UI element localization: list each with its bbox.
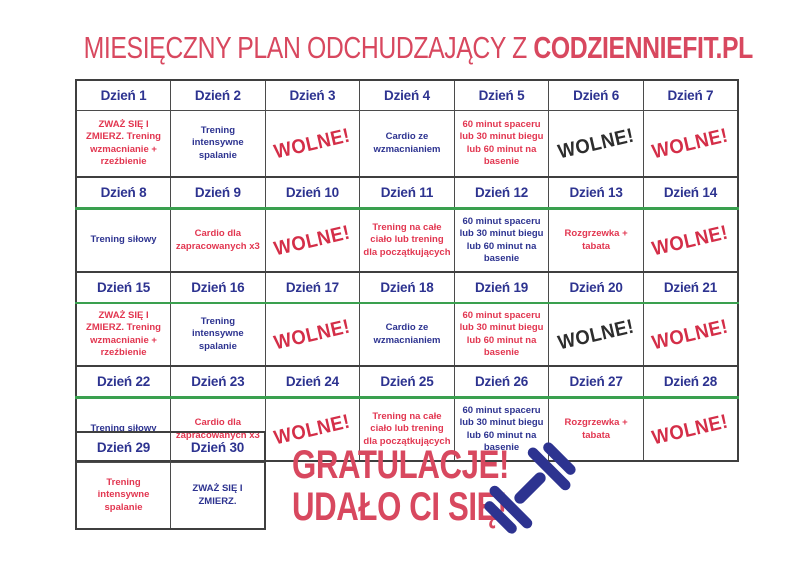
day-header: Dzień 19 — [453, 271, 550, 304]
day-activity: WOLNE! — [642, 110, 739, 178]
day-header: Dzień 20 — [548, 271, 644, 304]
congrats-line2: UDAŁO CI SIĘ! — [292, 485, 508, 530]
day-activity: 60 minut spaceru lub 30 minut biegu lub … — [453, 302, 550, 367]
day-activity: Rozgrzewka + tabata — [548, 397, 644, 462]
day-header: Dzień 17 — [264, 271, 361, 304]
week5-header-row: Dzień 29 Dzień 30 — [75, 431, 266, 463]
day-header: Dzień 24 — [264, 365, 361, 399]
plan-table: Dzień 1 Dzień 2 Dzień 3 Dzień 4 Dzień 5 … — [75, 79, 739, 462]
wolne-stamp: WOLNE! — [650, 315, 731, 354]
day-header: Dzień 6 — [548, 79, 644, 111]
wolne-stamp: WOLNE! — [272, 124, 353, 163]
week4-activity-row: Trening siłowy Cardio dla zapracowanych … — [75, 397, 739, 462]
week1-header-row: Dzień 1 Dzień 2 Dzień 3 Dzień 4 Dzień 5 … — [75, 79, 739, 111]
wolne-stamp: WOLNE! — [650, 410, 731, 449]
wolne-stamp: WOLNE! — [555, 124, 637, 163]
week4-header-row: Dzień 22 Dzień 23 Dzień 24 Dzień 25 Dzie… — [75, 365, 739, 399]
day-activity: WOLNE! — [642, 397, 739, 462]
day-activity: ZWAŻ SIĘ I ZMIERZ. Trening wzmacnianie +… — [75, 110, 172, 178]
day-header: Dzień 14 — [642, 176, 739, 210]
day-activity: Cardio ze wzmacnianiem — [359, 302, 455, 367]
day-header: Dzień 2 — [170, 79, 266, 111]
day-activity: WOLNE! — [548, 302, 644, 367]
day-header: Dzień 29 — [75, 431, 171, 463]
day-activity: Trening siłowy — [75, 208, 172, 273]
wolne-stamp: WOLNE! — [555, 315, 637, 354]
day-activity: ZWAŻ SIĘ I ZMIERZ. — [170, 462, 266, 530]
day-header: Dzień 22 — [75, 365, 172, 399]
day-header: Dzień 8 — [75, 176, 172, 210]
page-title-brand: CODZIENNIEFIT.PL — [533, 30, 753, 65]
day-header: Dzień 12 — [453, 176, 550, 210]
congrats-line1: GRATULACJE! — [292, 443, 509, 487]
day-activity: Trening intensywne spalanie — [170, 302, 266, 367]
day-activity: Rozgrzewka + tabata — [548, 208, 644, 273]
day-activity: Trening intensywne spalanie — [170, 110, 266, 178]
day-header: Dzień 18 — [359, 271, 455, 304]
day-activity: WOLNE! — [642, 208, 739, 273]
wolne-stamp: WOLNE! — [650, 124, 731, 163]
day-header: Dzień 28 — [642, 365, 739, 399]
day-activity: Cardio dla zapracowanych x3 — [170, 208, 266, 273]
day-header: Dzień 11 — [359, 176, 455, 210]
week3-header-row: Dzień 15 Dzień 16 Dzień 17 Dzień 18 Dzie… — [75, 271, 739, 304]
page-title-regular: MIESIĘCZNY PLAN ODCHUDZAJĄCY Z — [83, 30, 534, 65]
week2-header-row: Dzień 8 Dzień 9 Dzień 10 Dzień 11 Dzień … — [75, 176, 739, 210]
day-header: Dzień 26 — [453, 365, 550, 399]
day-activity: WOLNE! — [264, 302, 361, 367]
day-header: Dzień 9 — [170, 176, 266, 210]
day-activity: Trening na całe ciało lub trening dla po… — [359, 208, 455, 273]
wolne-stamp: WOLNE! — [650, 221, 731, 260]
day-activity: Trening intensywne spalanie — [75, 462, 171, 530]
day-header: Dzień 3 — [264, 79, 361, 111]
day-header: Dzień 10 — [264, 176, 361, 210]
day-activity: 60 minut spaceru lub 30 minut biegu lub … — [453, 397, 550, 462]
week3-activity-row: ZWAŻ SIĘ I ZMIERZ. Trening wzmacnianie +… — [75, 302, 739, 367]
plan-table-week5: Dzień 29 Dzień 30 Trening intensywne spa… — [75, 431, 266, 530]
day-activity: WOLNE! — [642, 302, 739, 367]
week2-activity-row: Trening siłowy Cardio dla zapracowanych … — [75, 208, 739, 273]
week1-activity-row: ZWAŻ SIĘ I ZMIERZ. Trening wzmacnianie +… — [75, 110, 739, 178]
day-activity: Trening na całe ciało lub trening dla po… — [359, 397, 455, 462]
wolne-stamp: WOLNE! — [272, 315, 353, 354]
day-header: Dzień 27 — [548, 365, 644, 399]
day-activity: 60 minut spaceru lub 30 minut biegu lub … — [453, 110, 550, 178]
dumbbell-icon — [484, 442, 576, 534]
day-activity: WOLNE! — [264, 208, 361, 273]
day-header: Dzień 30 — [170, 431, 266, 463]
page-title: MIESIĘCZNY PLAN ODCHUDZAJĄCY Z CODZIENNI… — [0, 30, 800, 66]
day-activity: ZWAŻ SIĘ I ZMIERZ. Trening wzmacnianie +… — [75, 302, 172, 367]
day-header: Dzień 25 — [359, 365, 455, 399]
day-activity: WOLNE! — [264, 397, 361, 462]
wolne-stamp: WOLNE! — [272, 221, 353, 260]
day-header: Dzień 15 — [75, 271, 172, 304]
day-header: Dzień 5 — [453, 79, 550, 111]
day-header: Dzień 4 — [359, 79, 455, 111]
day-header: Dzień 16 — [170, 271, 266, 304]
day-header: Dzień 1 — [75, 79, 172, 111]
day-activity: WOLNE! — [264, 110, 361, 178]
day-header: Dzień 13 — [548, 176, 644, 210]
week5-activity-row: Trening intensywne spalanie ZWAŻ SIĘ I Z… — [75, 462, 266, 530]
congrats-message: GRATULACJE! UDAŁO CI SIĘ! — [292, 444, 570, 529]
day-header: Dzień 21 — [642, 271, 739, 304]
day-activity: WOLNE! — [548, 110, 644, 178]
day-header: Dzień 7 — [642, 79, 739, 111]
day-activity: 60 minut spaceru lub 30 minut biegu lub … — [453, 208, 550, 273]
day-header: Dzień 23 — [170, 365, 266, 399]
day-activity: Cardio ze wzmacnianiem — [359, 110, 455, 178]
